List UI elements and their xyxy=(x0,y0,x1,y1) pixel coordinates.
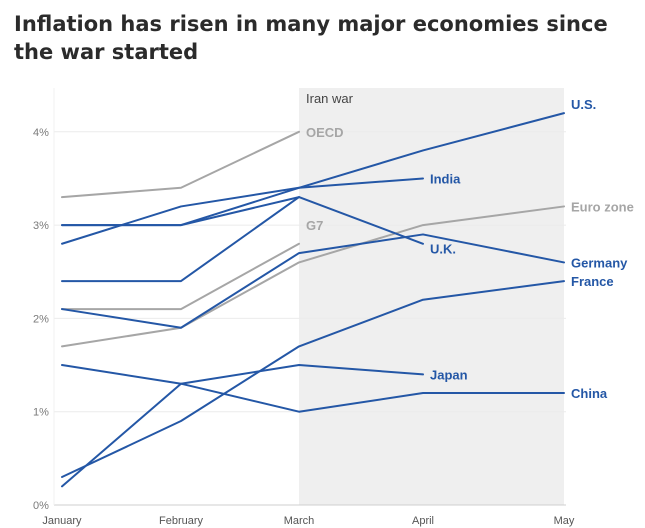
series-label: G7 xyxy=(306,218,323,233)
series-label: France xyxy=(571,274,614,289)
war-shaded-band xyxy=(299,88,564,505)
x-tick-label: May xyxy=(554,515,575,527)
y-tick-label: 4% xyxy=(33,127,49,139)
series-line xyxy=(61,130,300,199)
series-line xyxy=(61,205,565,348)
series-line xyxy=(61,196,300,283)
series-label: India xyxy=(430,171,461,186)
band-label: Iran war xyxy=(306,91,354,106)
series-lines xyxy=(61,112,565,488)
series-line xyxy=(61,364,565,413)
y-tick-label: 3% xyxy=(33,220,49,232)
y-tick-label: 1% xyxy=(33,407,49,419)
series-label: U.S. xyxy=(571,97,596,112)
series-label: OECD xyxy=(306,125,344,140)
x-tick-label: March xyxy=(284,515,315,527)
y-axis-ticks: 0% 1% 2% 3% 4% xyxy=(33,127,49,512)
x-tick-label: April xyxy=(412,515,434,527)
series-line xyxy=(61,196,424,245)
y-tick-label: 0% xyxy=(33,500,49,512)
x-axis-ticks: January February March April May xyxy=(42,515,574,527)
series-label: Euro zone xyxy=(571,199,634,214)
series-label: Germany xyxy=(571,255,628,270)
series-line xyxy=(61,364,424,488)
x-tick-label: February xyxy=(159,515,204,527)
y-tick-label: 2% xyxy=(33,313,49,325)
series-label: China xyxy=(571,386,608,401)
chart-title: Inflation has risen in many major econom… xyxy=(14,12,608,64)
series-label: U.K. xyxy=(430,241,456,256)
series-label: Japan xyxy=(430,367,468,382)
series-line xyxy=(61,242,300,311)
series-line xyxy=(61,233,565,329)
x-tick-label: January xyxy=(42,515,82,527)
series-line xyxy=(61,280,565,479)
series-labels: OECD G7 Euro zone U.S. India U.K. Germany Franc… xyxy=(306,97,634,401)
